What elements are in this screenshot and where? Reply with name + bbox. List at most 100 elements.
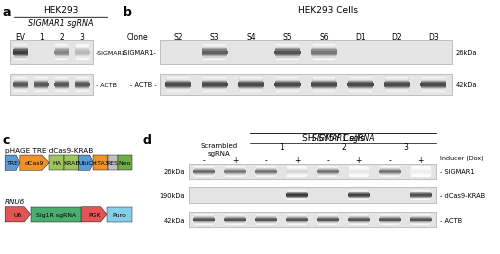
Bar <box>238 83 264 84</box>
Bar <box>410 220 432 221</box>
Bar <box>384 87 409 89</box>
Bar <box>349 175 368 176</box>
Bar <box>317 171 339 172</box>
Text: D1: D1 <box>355 33 366 41</box>
Bar <box>193 172 215 173</box>
Bar <box>422 91 444 92</box>
Bar <box>203 80 226 82</box>
Bar <box>350 199 368 200</box>
Bar <box>224 173 246 174</box>
Bar <box>76 46 88 47</box>
Bar <box>276 57 299 58</box>
Bar <box>256 173 276 174</box>
Text: TRE: TRE <box>6 161 18 166</box>
Bar <box>410 173 431 174</box>
Bar <box>194 174 214 175</box>
Bar <box>55 80 68 82</box>
Bar <box>56 79 68 80</box>
Text: 42kDa: 42kDa <box>164 217 185 223</box>
Bar <box>238 84 264 85</box>
Bar <box>54 83 69 84</box>
Bar <box>14 85 28 86</box>
Bar <box>421 81 446 83</box>
Bar <box>226 224 244 225</box>
Bar <box>312 80 336 82</box>
Bar <box>54 85 69 86</box>
Text: KRAB: KRAB <box>63 161 80 166</box>
Bar <box>379 170 400 171</box>
Bar <box>411 167 430 168</box>
Bar <box>194 224 214 225</box>
Bar <box>349 215 368 216</box>
Text: -: - <box>264 155 268 164</box>
Bar <box>276 89 299 90</box>
Bar <box>14 50 28 52</box>
Bar <box>204 45 226 46</box>
Bar <box>412 199 430 200</box>
Bar <box>54 50 69 52</box>
Bar <box>286 193 308 194</box>
Bar <box>256 167 276 168</box>
Bar <box>348 220 370 221</box>
Bar <box>14 81 28 83</box>
Bar <box>386 79 408 80</box>
Bar <box>386 91 408 92</box>
Bar <box>75 54 90 56</box>
Bar <box>380 167 400 168</box>
Bar <box>276 45 299 46</box>
Bar <box>420 85 446 86</box>
Text: Puro: Puro <box>112 212 126 217</box>
Bar <box>288 167 306 168</box>
Bar <box>286 220 308 221</box>
Bar <box>193 220 215 221</box>
Text: -SIGMAR1-: -SIGMAR1- <box>122 50 156 56</box>
Bar <box>166 87 190 89</box>
Bar <box>54 54 69 56</box>
Bar <box>287 192 307 193</box>
Bar <box>34 80 48 82</box>
Bar <box>288 199 306 200</box>
Text: - ACTB -: - ACTB - <box>130 82 156 88</box>
Bar <box>14 78 27 79</box>
Bar <box>349 223 368 224</box>
Text: +: + <box>294 155 300 164</box>
Bar <box>255 170 277 171</box>
Text: -: - <box>326 155 330 164</box>
Bar <box>14 55 28 57</box>
Bar <box>348 173 369 174</box>
Bar <box>348 87 372 89</box>
Bar <box>380 217 400 218</box>
Bar <box>312 55 336 57</box>
Polygon shape <box>78 155 94 171</box>
Bar <box>312 79 336 80</box>
Bar <box>107 207 132 222</box>
Bar <box>75 53 90 54</box>
Bar <box>256 224 276 225</box>
Text: - SIGMAR1: - SIGMAR1 <box>440 169 474 175</box>
Text: EV: EV <box>16 33 26 41</box>
Bar <box>275 86 300 88</box>
Bar <box>188 212 436 227</box>
Bar <box>55 55 68 57</box>
Text: - ACTB: - ACTB <box>440 217 462 223</box>
Text: HEK293 Cells: HEK293 Cells <box>298 6 358 15</box>
Bar <box>410 220 432 221</box>
Bar <box>76 45 88 46</box>
Bar <box>380 175 400 176</box>
Bar <box>255 220 277 221</box>
Bar <box>410 221 431 222</box>
Bar <box>412 167 430 168</box>
Bar <box>275 83 300 84</box>
Bar <box>422 90 445 91</box>
Bar <box>34 87 48 89</box>
Bar <box>202 53 228 54</box>
Bar <box>203 89 226 90</box>
Bar <box>34 85 48 86</box>
Bar <box>420 86 446 88</box>
Bar <box>410 170 432 171</box>
Bar <box>312 45 335 46</box>
Text: 3: 3 <box>80 33 84 41</box>
Bar <box>240 91 262 92</box>
Bar <box>350 176 368 177</box>
Bar <box>166 89 190 90</box>
